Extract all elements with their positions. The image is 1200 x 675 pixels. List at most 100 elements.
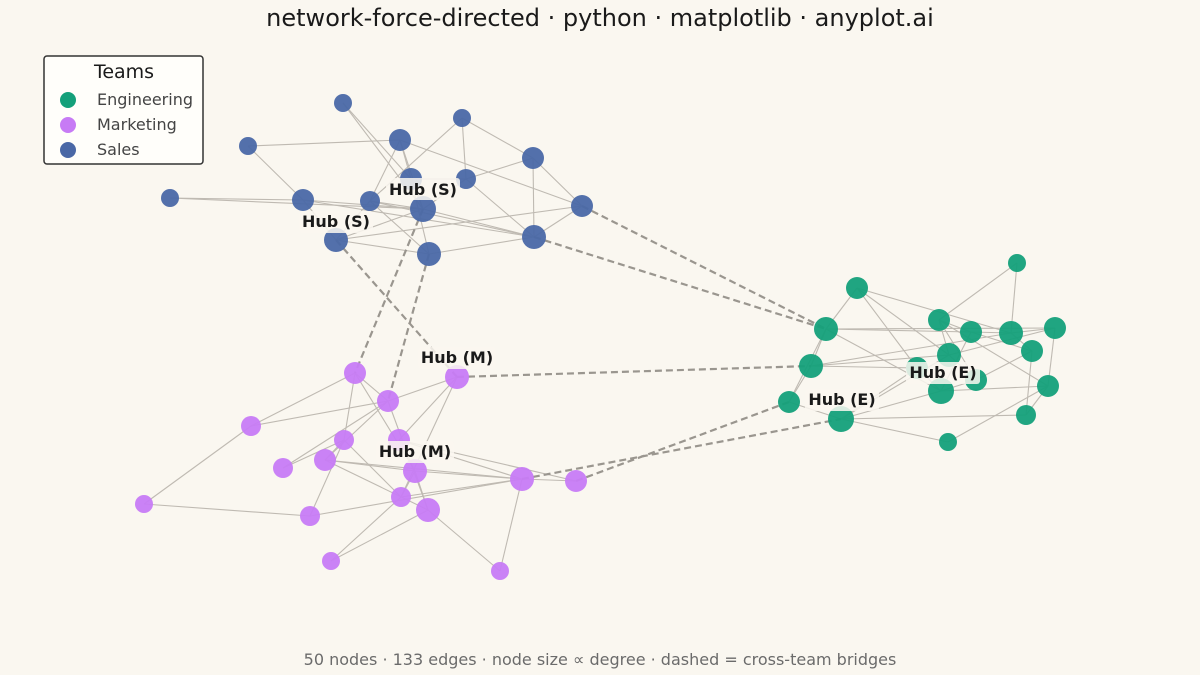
node-engineering: [1021, 340, 1043, 362]
node-engineering: [999, 321, 1023, 345]
legend-label-engineering: Engineering: [97, 90, 193, 109]
node-sales: [334, 94, 352, 112]
node-marketing: [445, 365, 469, 389]
edge: [856, 287, 950, 356]
edge: [422, 208, 535, 238]
node-marketing: [135, 495, 153, 513]
node-sales: [417, 242, 441, 266]
node-sales: [410, 196, 436, 222]
edge: [461, 117, 534, 159]
node-engineering: [1008, 254, 1026, 272]
node-engineering: [846, 277, 868, 299]
node-engineering: [828, 406, 854, 432]
node-marketing: [565, 470, 587, 492]
edge: [330, 509, 429, 562]
edge: [810, 365, 918, 369]
legend-box: [43, 55, 204, 165]
edge: [250, 372, 356, 427]
node-sales: [522, 147, 544, 169]
edge: [369, 139, 401, 202]
edge: [399, 139, 583, 207]
edge: [825, 328, 972, 333]
hub-label-engineering-2: Hub (E): [808, 390, 875, 409]
hub-label-bg: [376, 441, 454, 463]
node-engineering: [1016, 405, 1036, 425]
edge: [309, 439, 345, 517]
node-marketing: [344, 362, 366, 384]
edge: [856, 287, 918, 369]
node-engineering: [778, 391, 800, 413]
edge: [335, 208, 424, 241]
bridge-edge: [575, 400, 790, 483]
edge: [461, 117, 467, 180]
legend-marker-marketing: [60, 117, 76, 133]
node-engineering: [937, 343, 961, 367]
edges-layer: [143, 102, 1056, 572]
edge: [324, 400, 389, 461]
node-engineering: [939, 433, 957, 451]
node-engineering: [814, 317, 838, 341]
hub-label-marketing-1: Hub (M): [421, 348, 493, 367]
edge: [309, 478, 523, 517]
node-sales: [453, 109, 471, 127]
bridge-edge: [353, 208, 425, 374]
node-marketing: [510, 467, 534, 491]
edge: [335, 239, 430, 255]
legend-marker-sales: [60, 142, 76, 158]
hub-labels: Hub (S) Hub (S) Hub (M) Hub (M) Hub (E) …: [299, 178, 980, 463]
chart-caption: 50 nodes · 133 edges · node size ∝ degre…: [304, 650, 897, 669]
node-marketing: [334, 430, 354, 450]
node-sales: [360, 191, 380, 211]
edge: [343, 439, 402, 498]
edge: [840, 390, 942, 420]
node-marketing: [377, 390, 399, 412]
edge: [940, 385, 1049, 392]
edge: [947, 385, 1049, 443]
node-marketing: [241, 416, 261, 436]
edge: [335, 205, 583, 241]
bridge-edge: [533, 235, 827, 331]
node-marketing: [300, 506, 320, 526]
bridge-edge: [335, 239, 458, 378]
node-sales: [456, 169, 476, 189]
hub-label-bg: [906, 362, 980, 384]
edge: [414, 470, 523, 480]
edge: [840, 418, 949, 443]
node-engineering: [928, 378, 954, 404]
hub-label-bg: [805, 389, 879, 411]
node-marketing: [273, 458, 293, 478]
node-marketing: [491, 562, 509, 580]
edge: [387, 376, 458, 402]
node-marketing: [322, 552, 340, 570]
node-sales: [239, 137, 257, 155]
bridges-layer: [335, 205, 842, 483]
node-sales: [571, 195, 593, 217]
edge: [247, 139, 401, 147]
hub-label-marketing-2: Hub (M): [379, 442, 451, 461]
edge: [938, 319, 1049, 387]
node-marketing: [416, 498, 440, 522]
node-engineering: [1044, 317, 1066, 339]
edge: [324, 459, 429, 511]
node-sales: [292, 189, 314, 211]
node-engineering: [928, 309, 950, 331]
edge: [250, 400, 389, 427]
edge: [465, 157, 534, 180]
hub-label-bg: [386, 178, 460, 200]
hub-label-sales-2: Hub (S): [302, 212, 370, 231]
bridge-edge: [521, 417, 842, 481]
edge: [499, 478, 523, 572]
edge: [282, 400, 389, 469]
edge: [369, 200, 430, 255]
edge: [343, 372, 356, 441]
node-marketing: [403, 459, 427, 483]
edge: [330, 496, 402, 562]
node-engineering: [799, 354, 823, 378]
bridge-edge: [581, 205, 827, 330]
edge: [840, 414, 1027, 420]
chart-title: network-force-directed · python · matplo…: [266, 4, 934, 32]
edge: [398, 376, 458, 441]
node-marketing: [391, 487, 411, 507]
node-sales: [324, 228, 348, 252]
